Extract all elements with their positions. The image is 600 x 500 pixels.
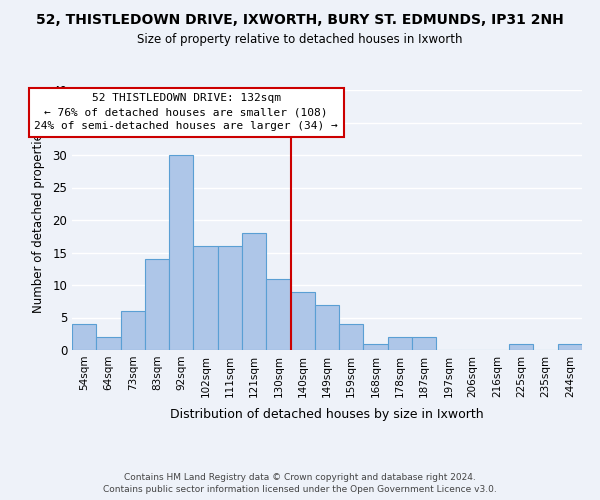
Y-axis label: Number of detached properties: Number of detached properties [32, 127, 46, 313]
Bar [96, 337, 121, 350]
Bar [364, 344, 388, 350]
Bar [72, 324, 96, 350]
Bar [558, 344, 582, 350]
Bar [242, 233, 266, 350]
Bar [290, 292, 315, 350]
Text: 52 THISTLEDOWN DRIVE: 132sqm
← 76% of detached houses are smaller (108)
24% of s: 52 THISTLEDOWN DRIVE: 132sqm ← 76% of de… [34, 93, 338, 131]
Bar [218, 246, 242, 350]
Bar [339, 324, 364, 350]
Bar [388, 337, 412, 350]
Bar [266, 278, 290, 350]
Bar [145, 259, 169, 350]
Text: Contains HM Land Registry data © Crown copyright and database right 2024.: Contains HM Land Registry data © Crown c… [124, 472, 476, 482]
Bar [509, 344, 533, 350]
Bar [315, 304, 339, 350]
Bar [121, 311, 145, 350]
Bar [169, 155, 193, 350]
Bar [412, 337, 436, 350]
Text: Size of property relative to detached houses in Ixworth: Size of property relative to detached ho… [137, 32, 463, 46]
Text: Contains public sector information licensed under the Open Government Licence v3: Contains public sector information licen… [103, 485, 497, 494]
X-axis label: Distribution of detached houses by size in Ixworth: Distribution of detached houses by size … [170, 408, 484, 421]
Text: 52, THISTLEDOWN DRIVE, IXWORTH, BURY ST. EDMUNDS, IP31 2NH: 52, THISTLEDOWN DRIVE, IXWORTH, BURY ST.… [36, 12, 564, 26]
Bar [193, 246, 218, 350]
